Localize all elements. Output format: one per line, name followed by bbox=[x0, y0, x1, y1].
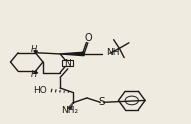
Text: NH₂: NH₂ bbox=[61, 107, 78, 115]
Text: N: N bbox=[64, 59, 71, 68]
Polygon shape bbox=[34, 51, 38, 53]
Text: HO: HO bbox=[33, 86, 47, 95]
Text: O: O bbox=[84, 33, 92, 43]
Polygon shape bbox=[60, 52, 84, 56]
Text: S: S bbox=[99, 97, 105, 107]
Text: NH: NH bbox=[106, 48, 120, 57]
FancyBboxPatch shape bbox=[62, 60, 73, 66]
Text: H: H bbox=[30, 70, 36, 79]
Text: H: H bbox=[30, 45, 36, 54]
